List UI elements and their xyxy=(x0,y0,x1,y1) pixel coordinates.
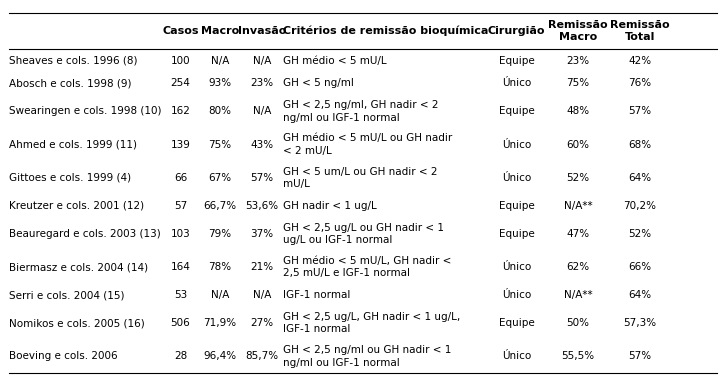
Text: Beauregard e cols. 2003 (13): Beauregard e cols. 2003 (13) xyxy=(9,229,160,239)
Text: 21%: 21% xyxy=(250,262,273,272)
Text: Critérios de remissão bioquímica: Critérios de remissão bioquímica xyxy=(283,26,489,36)
Text: 76%: 76% xyxy=(628,78,651,88)
Text: 79%: 79% xyxy=(208,229,232,239)
Text: 57: 57 xyxy=(174,201,187,211)
Text: Ahmed e cols. 1999 (11): Ahmed e cols. 1999 (11) xyxy=(9,139,136,150)
Text: N/A**: N/A** xyxy=(564,290,592,300)
Text: 52%: 52% xyxy=(566,173,590,183)
Text: 57,3%: 57,3% xyxy=(623,318,656,328)
Text: Único: Único xyxy=(502,139,531,150)
Text: N/A: N/A xyxy=(253,106,271,117)
Text: 75%: 75% xyxy=(566,78,590,88)
Text: Equipe: Equipe xyxy=(499,201,534,211)
Text: GH médio < 5 mU/L, GH nadir <
2,5 mU/L e IGF-1 normal: GH médio < 5 mU/L, GH nadir < 2,5 mU/L e… xyxy=(283,256,452,278)
Text: Remissão
Macro: Remissão Macro xyxy=(548,20,608,42)
Text: 93%: 93% xyxy=(208,78,232,88)
Text: 48%: 48% xyxy=(566,106,590,117)
Text: 68%: 68% xyxy=(628,139,651,150)
Text: N/A: N/A xyxy=(211,55,229,66)
Text: Gittoes e cols. 1999 (4): Gittoes e cols. 1999 (4) xyxy=(9,173,131,183)
Text: 62%: 62% xyxy=(566,262,590,272)
Text: GH médio < 5 mU/L: GH médio < 5 mU/L xyxy=(283,55,387,66)
Text: Equipe: Equipe xyxy=(499,55,534,66)
Text: GH < 2,5 ng/ml ou GH nadir < 1
ng/ml ou IGF-1 normal: GH < 2,5 ng/ml ou GH nadir < 1 ng/ml ou … xyxy=(283,345,452,367)
Text: 52%: 52% xyxy=(628,229,651,239)
Text: 66%: 66% xyxy=(628,262,651,272)
Text: N/A: N/A xyxy=(211,290,229,300)
Text: 28: 28 xyxy=(174,351,187,361)
Text: Nomikos e cols. 2005 (16): Nomikos e cols. 2005 (16) xyxy=(9,318,144,328)
Text: Equipe: Equipe xyxy=(499,106,534,117)
Text: 57%: 57% xyxy=(628,106,651,117)
Text: 85,7%: 85,7% xyxy=(245,351,278,361)
Text: GH nadir < 1 ug/L: GH nadir < 1 ug/L xyxy=(283,201,378,211)
Text: GH < 2,5 ng/ml, GH nadir < 2
ng/ml ou IGF-1 normal: GH < 2,5 ng/ml, GH nadir < 2 ng/ml ou IG… xyxy=(283,100,439,123)
Text: IGF-1 normal: IGF-1 normal xyxy=(283,290,351,300)
Text: N/A: N/A xyxy=(253,55,271,66)
Text: 162: 162 xyxy=(171,106,190,117)
Text: 53: 53 xyxy=(174,290,187,300)
Text: 43%: 43% xyxy=(250,139,273,150)
Text: 60%: 60% xyxy=(567,139,590,150)
Text: GH < 2,5 ug/L ou GH nadir < 1
ug/L ou IGF-1 normal: GH < 2,5 ug/L ou GH nadir < 1 ug/L ou IG… xyxy=(283,223,444,245)
Text: Invasão: Invasão xyxy=(237,26,286,36)
Text: Swearingen e cols. 1998 (10): Swearingen e cols. 1998 (10) xyxy=(9,106,161,117)
Text: 78%: 78% xyxy=(208,262,232,272)
Text: 50%: 50% xyxy=(567,318,590,328)
Text: 103: 103 xyxy=(171,229,190,239)
Text: 506: 506 xyxy=(171,318,190,328)
Text: 100: 100 xyxy=(171,55,190,66)
Text: 57%: 57% xyxy=(628,351,651,361)
Text: Kreutzer e cols. 2001 (12): Kreutzer e cols. 2001 (12) xyxy=(9,201,144,211)
Text: GH < 5 ng/ml: GH < 5 ng/ml xyxy=(283,78,354,88)
Text: 64%: 64% xyxy=(628,173,651,183)
Text: Remissão
Total: Remissão Total xyxy=(610,20,669,42)
Text: Serri e cols. 2004 (15): Serri e cols. 2004 (15) xyxy=(9,290,124,300)
Text: 42%: 42% xyxy=(628,55,651,66)
Text: Único: Único xyxy=(502,173,531,183)
Text: Abosch e cols. 1998 (9): Abosch e cols. 1998 (9) xyxy=(9,78,131,88)
Text: N/A**: N/A** xyxy=(564,201,592,211)
Text: Cirurgião: Cirurgião xyxy=(488,26,545,36)
Text: Único: Único xyxy=(502,290,531,300)
Text: Único: Único xyxy=(502,262,531,272)
Text: 96,4%: 96,4% xyxy=(203,351,237,361)
Text: 254: 254 xyxy=(171,78,190,88)
Text: 80%: 80% xyxy=(208,106,232,117)
Text: Único: Único xyxy=(502,351,531,361)
Text: 139: 139 xyxy=(171,139,190,150)
Text: Equipe: Equipe xyxy=(499,229,534,239)
Text: Único: Único xyxy=(502,78,531,88)
Text: 57%: 57% xyxy=(250,173,273,183)
Text: Biermasz e cols. 2004 (14): Biermasz e cols. 2004 (14) xyxy=(9,262,148,272)
Text: 47%: 47% xyxy=(566,229,590,239)
Text: GH médio < 5 mU/L ou GH nadir
< 2 mU/L: GH médio < 5 mU/L ou GH nadir < 2 mU/L xyxy=(283,133,453,156)
Text: 55,5%: 55,5% xyxy=(562,351,595,361)
Text: GH < 5 um/L ou GH nadir < 2
mU/L: GH < 5 um/L ou GH nadir < 2 mU/L xyxy=(283,167,438,189)
Text: Casos: Casos xyxy=(162,26,199,36)
Text: 75%: 75% xyxy=(208,139,232,150)
Text: 66,7%: 66,7% xyxy=(203,201,237,211)
Text: 70,2%: 70,2% xyxy=(623,201,656,211)
Text: N/A: N/A xyxy=(253,290,271,300)
Text: GH < 2,5 ug/L, GH nadir < 1 ug/L,
IGF-1 normal: GH < 2,5 ug/L, GH nadir < 1 ug/L, IGF-1 … xyxy=(283,312,461,334)
Text: 71,9%: 71,9% xyxy=(203,318,237,328)
Text: 23%: 23% xyxy=(250,78,273,88)
Text: 67%: 67% xyxy=(208,173,232,183)
Text: Equipe: Equipe xyxy=(499,318,534,328)
Text: Sheaves e cols. 1996 (8): Sheaves e cols. 1996 (8) xyxy=(9,55,137,66)
Text: 27%: 27% xyxy=(250,318,273,328)
Text: Macro: Macro xyxy=(201,26,240,36)
Text: 23%: 23% xyxy=(566,55,590,66)
Text: 64%: 64% xyxy=(628,290,651,300)
Text: 53,6%: 53,6% xyxy=(245,201,278,211)
Text: Boeving e cols. 2006: Boeving e cols. 2006 xyxy=(9,351,117,361)
Text: 66: 66 xyxy=(174,173,187,183)
Text: 37%: 37% xyxy=(250,229,273,239)
Text: 164: 164 xyxy=(171,262,190,272)
